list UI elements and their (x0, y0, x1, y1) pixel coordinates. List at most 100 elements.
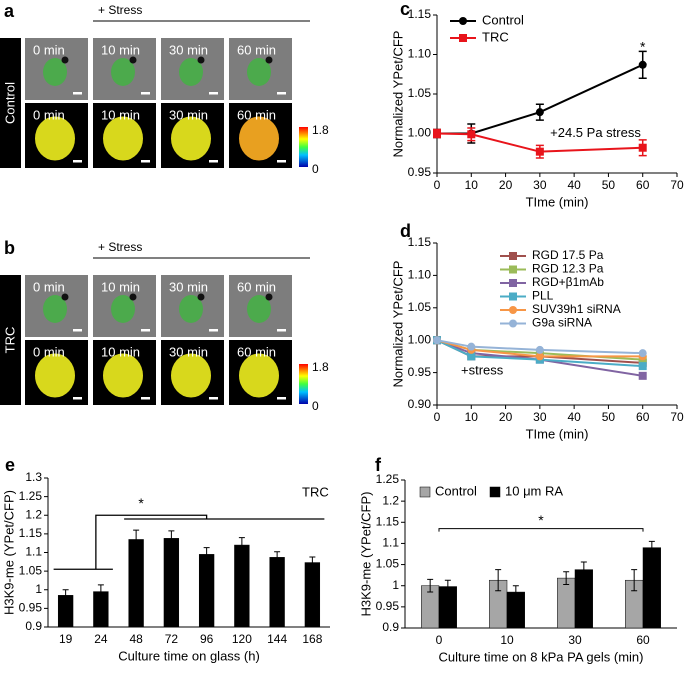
x-tick-label: 30 (568, 633, 582, 647)
y-tick-label: 0.9 (382, 620, 399, 634)
scale-bar (209, 397, 218, 400)
x-tick-label: 120 (232, 632, 252, 646)
x-axis-label: TIme (min) (526, 194, 589, 209)
y-tick-label: 1.05 (19, 563, 43, 577)
legend-swatch (489, 486, 501, 498)
x-tick-label: 20 (499, 178, 513, 192)
cell (171, 353, 211, 398)
error-bar (168, 530, 175, 547)
significance: * (538, 512, 544, 528)
bead (265, 293, 273, 301)
legend-label: 10 μm RA (505, 483, 563, 498)
y-axis-label: H3K9-me (YPet/CFP) (358, 492, 373, 617)
annotation: TRC (302, 484, 329, 499)
y-tick-label: 1.00 (408, 332, 432, 346)
x-tick-label: 60 (636, 178, 650, 192)
cell (247, 58, 271, 86)
x-tick-label: 70 (670, 410, 684, 424)
stress-label: + Stress (98, 240, 142, 254)
marker (638, 349, 647, 358)
y-axis-label: Normalized YPet/CFP (390, 261, 405, 388)
time-label: 60 min (237, 107, 276, 122)
x-tick-label: 168 (302, 632, 322, 646)
error-bar (133, 529, 140, 550)
cell (247, 295, 271, 323)
y-tick-label: 1.1 (25, 545, 42, 559)
time-label: 10 min (101, 42, 140, 57)
y-tick-label: 1.10 (408, 47, 432, 61)
x-tick-label: 19 (59, 632, 73, 646)
error-bar (580, 561, 587, 578)
legend-label: RGD 17.5 Pa (532, 248, 604, 262)
x-tick-label: 40 (567, 178, 581, 192)
series-line (436, 339, 643, 355)
x-tick-label: 10 (465, 410, 479, 424)
scale-bar (209, 160, 218, 163)
time-label: 0 min (33, 279, 65, 294)
series-line (436, 339, 643, 377)
marker (638, 143, 647, 152)
legend-label: PLL (532, 289, 554, 303)
marker (638, 371, 647, 380)
colorbar-max: 1.8 (312, 360, 329, 374)
x-tick-label: 144 (267, 632, 287, 646)
marker (638, 60, 647, 69)
cell (111, 295, 135, 323)
marker (467, 130, 476, 139)
cell (239, 353, 279, 398)
bead (197, 293, 205, 301)
marker (467, 352, 476, 361)
cell (103, 116, 143, 161)
scale-bar (277, 92, 286, 95)
marker (433, 129, 441, 138)
time-label: 0 min (33, 42, 65, 57)
x-axis-label: Culture time on glass (h) (118, 648, 260, 663)
bead (61, 56, 69, 64)
x-tick-label: 30 (533, 178, 547, 192)
error-bar (97, 584, 104, 599)
x-tick-label: 20 (499, 410, 513, 424)
bar (557, 577, 576, 629)
bracket (53, 514, 325, 570)
error-bar (238, 537, 245, 553)
time-label: 10 min (101, 344, 140, 359)
error-bar (309, 556, 316, 569)
y-tick-label: 0.95 (19, 601, 43, 615)
x-tick-label: 72 (165, 632, 179, 646)
x-tick-label: 60 (636, 633, 650, 647)
y-tick-label: 1 (35, 582, 42, 596)
cell (111, 58, 135, 86)
marker (535, 147, 544, 156)
time-label: 30 min (169, 279, 208, 294)
bar (642, 547, 661, 629)
legend-marker (459, 17, 467, 25)
legend-marker (509, 279, 517, 287)
bead (265, 56, 273, 64)
panel-label: d (400, 221, 411, 241)
x-tick-label: 50 (602, 178, 616, 192)
cell (179, 58, 203, 86)
bar (269, 557, 285, 628)
y-tick-label: 1.05 (376, 557, 400, 571)
legend-marker (509, 252, 517, 260)
bar (163, 538, 180, 628)
cell (43, 58, 67, 86)
significance: * (138, 495, 144, 511)
bar (128, 539, 144, 628)
cell (35, 116, 75, 161)
series-line (436, 132, 643, 153)
scale-bar (141, 329, 150, 332)
x-axis-label: TIme (min) (526, 426, 589, 441)
y-tick-label: 1.25 (376, 472, 400, 486)
time-label: 60 min (237, 42, 276, 57)
scale-bar (209, 92, 218, 95)
error-bar (495, 569, 502, 592)
legend-marker (509, 265, 517, 274)
error-bar (563, 571, 570, 585)
x-axis-label: Culture time on 8 kPa PA gels (min) (439, 649, 644, 664)
scale-bar (141, 397, 150, 400)
series-line (436, 339, 643, 358)
scale-bar (73, 160, 82, 163)
legend-label: RGD+β1mAb (532, 275, 604, 289)
